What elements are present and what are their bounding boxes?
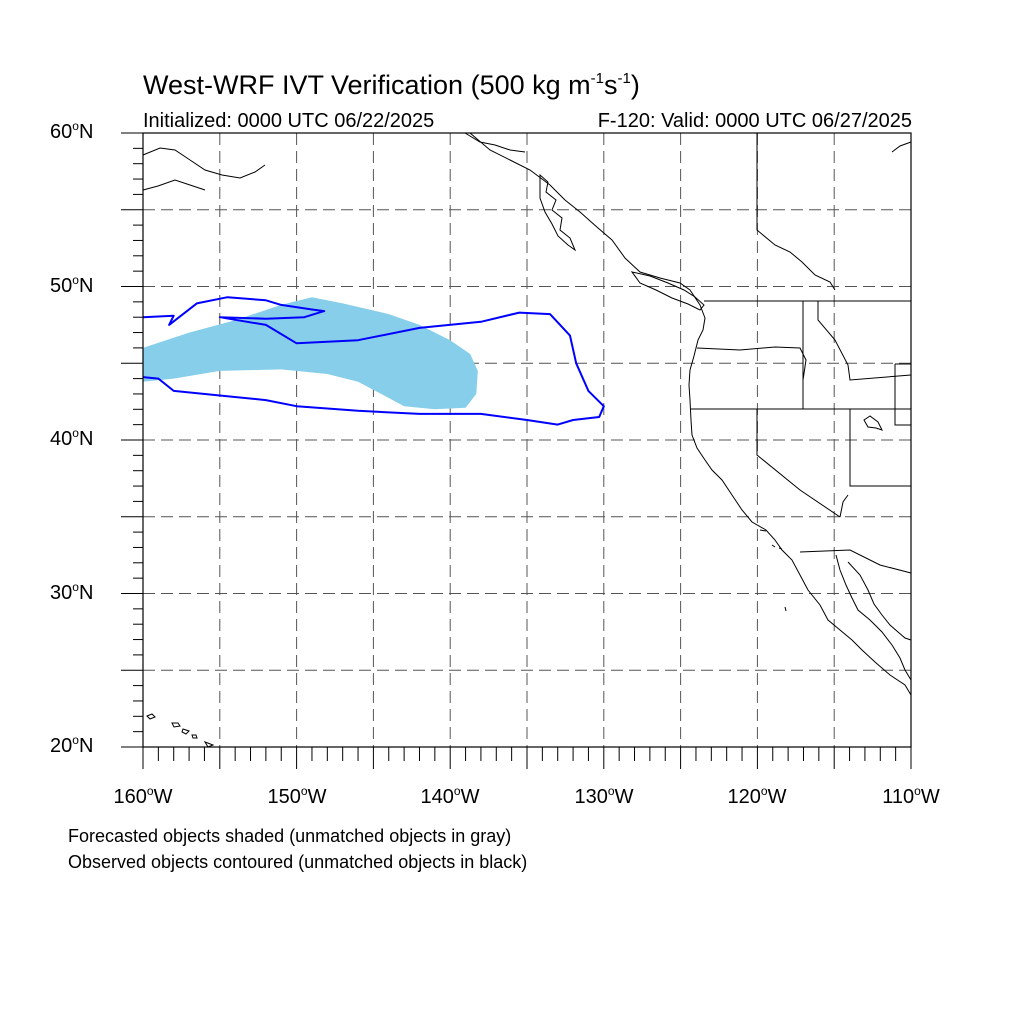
caption-observed: Observed objects contoured (unmatched ob… <box>68 852 528 872</box>
bc-alberta-border <box>756 133 836 291</box>
lon-label-150: 150oW <box>267 784 327 808</box>
lat-label-60: 60oN <box>50 119 94 143</box>
lon-label-140: 140oW <box>420 784 480 808</box>
chart-title: West-WRF IVT Verification (500 kg m-1s-1… <box>143 70 640 100</box>
init-time-subtitle: Initialized: 0000 UTC 06/22/2025 <box>143 110 435 132</box>
lat-label-40: 40oN <box>50 426 94 450</box>
offshore-islands <box>759 529 787 612</box>
alaska-panhandle-islands <box>539 173 577 252</box>
hawaiian-islands <box>146 713 215 748</box>
mainland-mexico-coast <box>847 561 912 641</box>
lon-label-130: 130oW <box>574 784 634 808</box>
lat-label-30: 30oN <box>50 580 94 604</box>
observed-ivt-contour <box>142 296 605 426</box>
top-right-coast <box>891 141 912 153</box>
lat-label-20: 20oN <box>50 733 94 757</box>
vancouver-island <box>630 271 705 311</box>
caption-forecast: Forecasted objects shaded (unmatched obj… <box>68 826 512 846</box>
state-borders-west <box>691 301 912 574</box>
lat-lon-grid <box>143 133 911 747</box>
baja-coast <box>835 554 912 681</box>
lon-label-120: 120oW <box>727 784 787 808</box>
observed-object-contour <box>142 296 605 426</box>
lon-label-110: 110oW <box>882 784 940 808</box>
lat-label-50: 50oN <box>50 273 94 297</box>
great-salt-lake <box>863 415 883 431</box>
axis-ticks <box>121 132 912 769</box>
alaska-top-coast <box>464 132 526 153</box>
forecast-ivt-object <box>143 297 478 410</box>
west-coast-outline <box>469 132 912 696</box>
forecast-object-shaded <box>143 297 478 410</box>
coastlines-and-borders <box>142 132 912 748</box>
lon-label-160: 160oW <box>113 784 173 808</box>
valid-time-subtitle: F-120: Valid: 0000 UTC 06/27/2025 <box>597 110 912 132</box>
alaska-south-coast <box>142 147 266 191</box>
